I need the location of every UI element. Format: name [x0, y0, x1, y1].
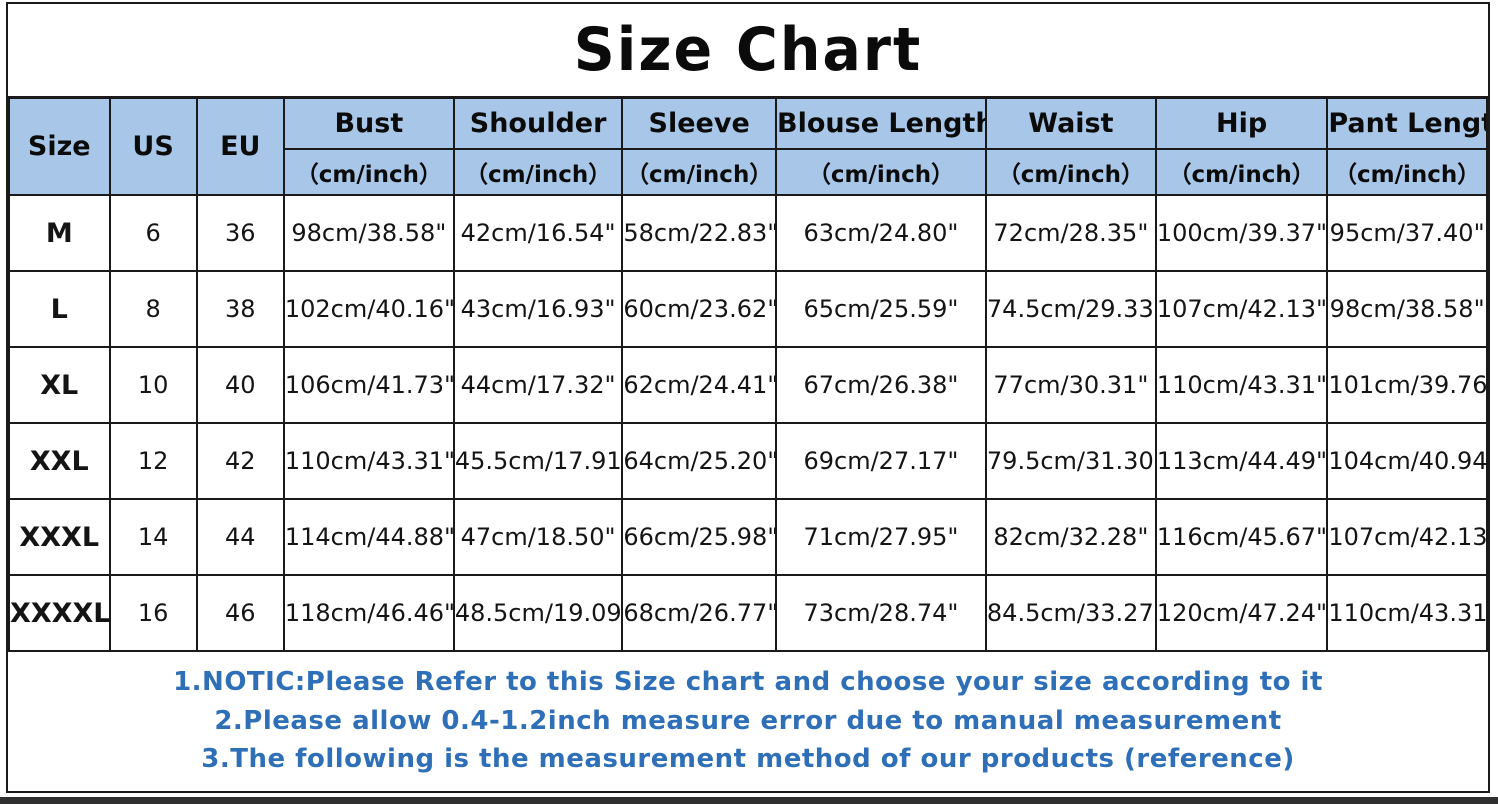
cell-pant-length: 110cm/43.31" — [1326, 574, 1488, 652]
cell-hip: 110cm/43.31" — [1154, 346, 1329, 424]
cell-hip: 120cm/47.24" — [1154, 574, 1329, 652]
cell-sleeve: 58cm/22.83" — [621, 194, 778, 272]
unit-header-shoulder: （cm/inch） — [452, 148, 624, 196]
cell-us: 8 — [108, 270, 198, 348]
cell-waist: 77cm/30.31" — [984, 346, 1157, 424]
cell-pant-length: 95cm/37.40" — [1326, 194, 1488, 272]
cell-sleeve: 66cm/25.98" — [621, 498, 778, 576]
table-body: M 6 36 98cm/38.58" 42cm/16.54" 58cm/22.8… — [8, 194, 1488, 652]
cell-eu: 38 — [195, 270, 285, 348]
cell-size: XXL — [8, 422, 111, 500]
cell-shoulder: 47cm/18.50" — [452, 498, 624, 576]
cell-waist: 82cm/32.28" — [984, 498, 1157, 576]
cell-blouse-length: 65cm/25.59" — [775, 270, 987, 348]
cell-size: XXXXL — [8, 574, 111, 652]
bottom-edge-strip — [0, 797, 1498, 804]
cell-waist: 79.5cm/31.30" — [984, 422, 1157, 500]
col-header-blouse-length: Blouse Length — [775, 96, 987, 150]
cell-hip: 113cm/44.49" — [1154, 422, 1329, 500]
cell-size: XXXL — [8, 498, 111, 576]
cell-bust: 118cm/46.46" — [282, 574, 455, 652]
cell-blouse-length: 69cm/27.17" — [775, 422, 987, 500]
col-header-eu: EU — [195, 96, 285, 196]
col-header-hip: Hip — [1154, 96, 1329, 150]
cell-sleeve: 64cm/25.20" — [621, 422, 778, 500]
notes-section: 1.NOTIC:Please Refer to this Size chart … — [8, 652, 1488, 791]
unit-header-bust: （cm/inch） — [282, 148, 455, 196]
cell-hip: 107cm/42.13" — [1154, 270, 1329, 348]
cell-shoulder: 45.5cm/17.91" — [452, 422, 624, 500]
cell-shoulder: 42cm/16.54" — [452, 194, 624, 272]
unit-header-sleeve: （cm/inch） — [621, 148, 778, 196]
table-row-xl: XL 10 40 106cm/41.73" 44cm/17.32" 62cm/2… — [8, 346, 1488, 424]
unit-header-blouse-length: （cm/inch） — [775, 148, 987, 196]
table-row-m: M 6 36 98cm/38.58" 42cm/16.54" 58cm/22.8… — [8, 194, 1488, 272]
page-title: Size Chart — [573, 15, 923, 85]
header-row-labels: Size US EU Bust Shoulder Sleeve Blouse L… — [8, 96, 1488, 196]
cell-eu: 46 — [195, 574, 285, 652]
cell-eu: 40 — [195, 346, 285, 424]
cell-us: 14 — [108, 498, 198, 576]
col-header-pant-length: Pant Length — [1326, 96, 1488, 150]
cell-size: L — [8, 270, 111, 348]
title-band: Size Chart — [8, 4, 1488, 96]
cell-waist: 84.5cm/33.27" — [984, 574, 1157, 652]
cell-eu: 42 — [195, 422, 285, 500]
cell-pant-length: 98cm/38.58" — [1326, 270, 1488, 348]
cell-shoulder: 43cm/16.93" — [452, 270, 624, 348]
cell-size: XL — [8, 346, 111, 424]
cell-hip: 116cm/45.67" — [1154, 498, 1329, 576]
note-line-1: 1.NOTIC:Please Refer to this Size chart … — [173, 666, 1323, 697]
cell-waist: 74.5cm/29.33" — [984, 270, 1157, 348]
cell-blouse-length: 73cm/28.74" — [775, 574, 987, 652]
cell-shoulder: 48.5cm/19.09" — [452, 574, 624, 652]
cell-waist: 72cm/28.35" — [984, 194, 1157, 272]
col-header-shoulder: Shoulder — [452, 96, 624, 150]
cell-blouse-length: 67cm/26.38" — [775, 346, 987, 424]
table-header: Size US EU Bust Shoulder Sleeve Blouse L… — [8, 96, 1488, 196]
unit-header-hip: （cm/inch） — [1154, 148, 1329, 196]
cell-sleeve: 62cm/24.41" — [621, 346, 778, 424]
cell-eu: 36 — [195, 194, 285, 272]
table-row-xxxxl: XXXXL 16 46 118cm/46.46" 48.5cm/19.09" 6… — [8, 574, 1488, 652]
table-row-xxl: XXL 12 42 110cm/43.31" 45.5cm/17.91" 64c… — [8, 422, 1488, 500]
cell-eu: 44 — [195, 498, 285, 576]
cell-sleeve: 68cm/26.77" — [621, 574, 778, 652]
cell-bust: 102cm/40.16" — [282, 270, 455, 348]
cell-us: 12 — [108, 422, 198, 500]
table-row-xxxl: XXXL 14 44 114cm/44.88" 47cm/18.50" 66cm… — [8, 498, 1488, 576]
chart-frame: Size Chart Size US EU Bust Shoulder Slee… — [6, 2, 1490, 793]
cell-bust: 106cm/41.73" — [282, 346, 455, 424]
cell-blouse-length: 63cm/24.80" — [775, 194, 987, 272]
size-table: Size US EU Bust Shoulder Sleeve Blouse L… — [8, 96, 1488, 652]
col-header-waist: Waist — [984, 96, 1157, 150]
col-header-sleeve: Sleeve — [621, 96, 778, 150]
cell-bust: 110cm/43.31" — [282, 422, 455, 500]
cell-size: M — [8, 194, 111, 272]
cell-us: 6 — [108, 194, 198, 272]
unit-header-pant-length: （cm/inch） — [1326, 148, 1488, 196]
cell-bust: 114cm/44.88" — [282, 498, 455, 576]
cell-pant-length: 101cm/39.76" — [1326, 346, 1488, 424]
cell-sleeve: 60cm/23.62" — [621, 270, 778, 348]
col-header-bust: Bust — [282, 96, 455, 150]
cell-us: 16 — [108, 574, 198, 652]
cell-bust: 98cm/38.58" — [282, 194, 455, 272]
cell-pant-length: 104cm/40.94" — [1326, 422, 1488, 500]
note-line-3: 3.The following is the measurement metho… — [201, 744, 1295, 775]
cell-pant-length: 107cm/42.13" — [1326, 498, 1488, 576]
cell-us: 10 — [108, 346, 198, 424]
header-row-units: （cm/inch） （cm/inch） （cm/inch） （cm/inch） … — [9, 148, 1488, 196]
col-header-size: Size — [8, 96, 111, 196]
cell-shoulder: 44cm/17.32" — [452, 346, 624, 424]
cell-blouse-length: 71cm/27.95" — [775, 498, 987, 576]
note-line-2: 2.Please allow 0.4-1.2inch measure error… — [214, 705, 1282, 736]
unit-header-waist: （cm/inch） — [984, 148, 1157, 196]
col-header-us: US — [108, 96, 198, 196]
table-row-l: L 8 38 102cm/40.16" 43cm/16.93" 60cm/23.… — [8, 270, 1488, 348]
cell-hip: 100cm/39.37" — [1154, 194, 1329, 272]
